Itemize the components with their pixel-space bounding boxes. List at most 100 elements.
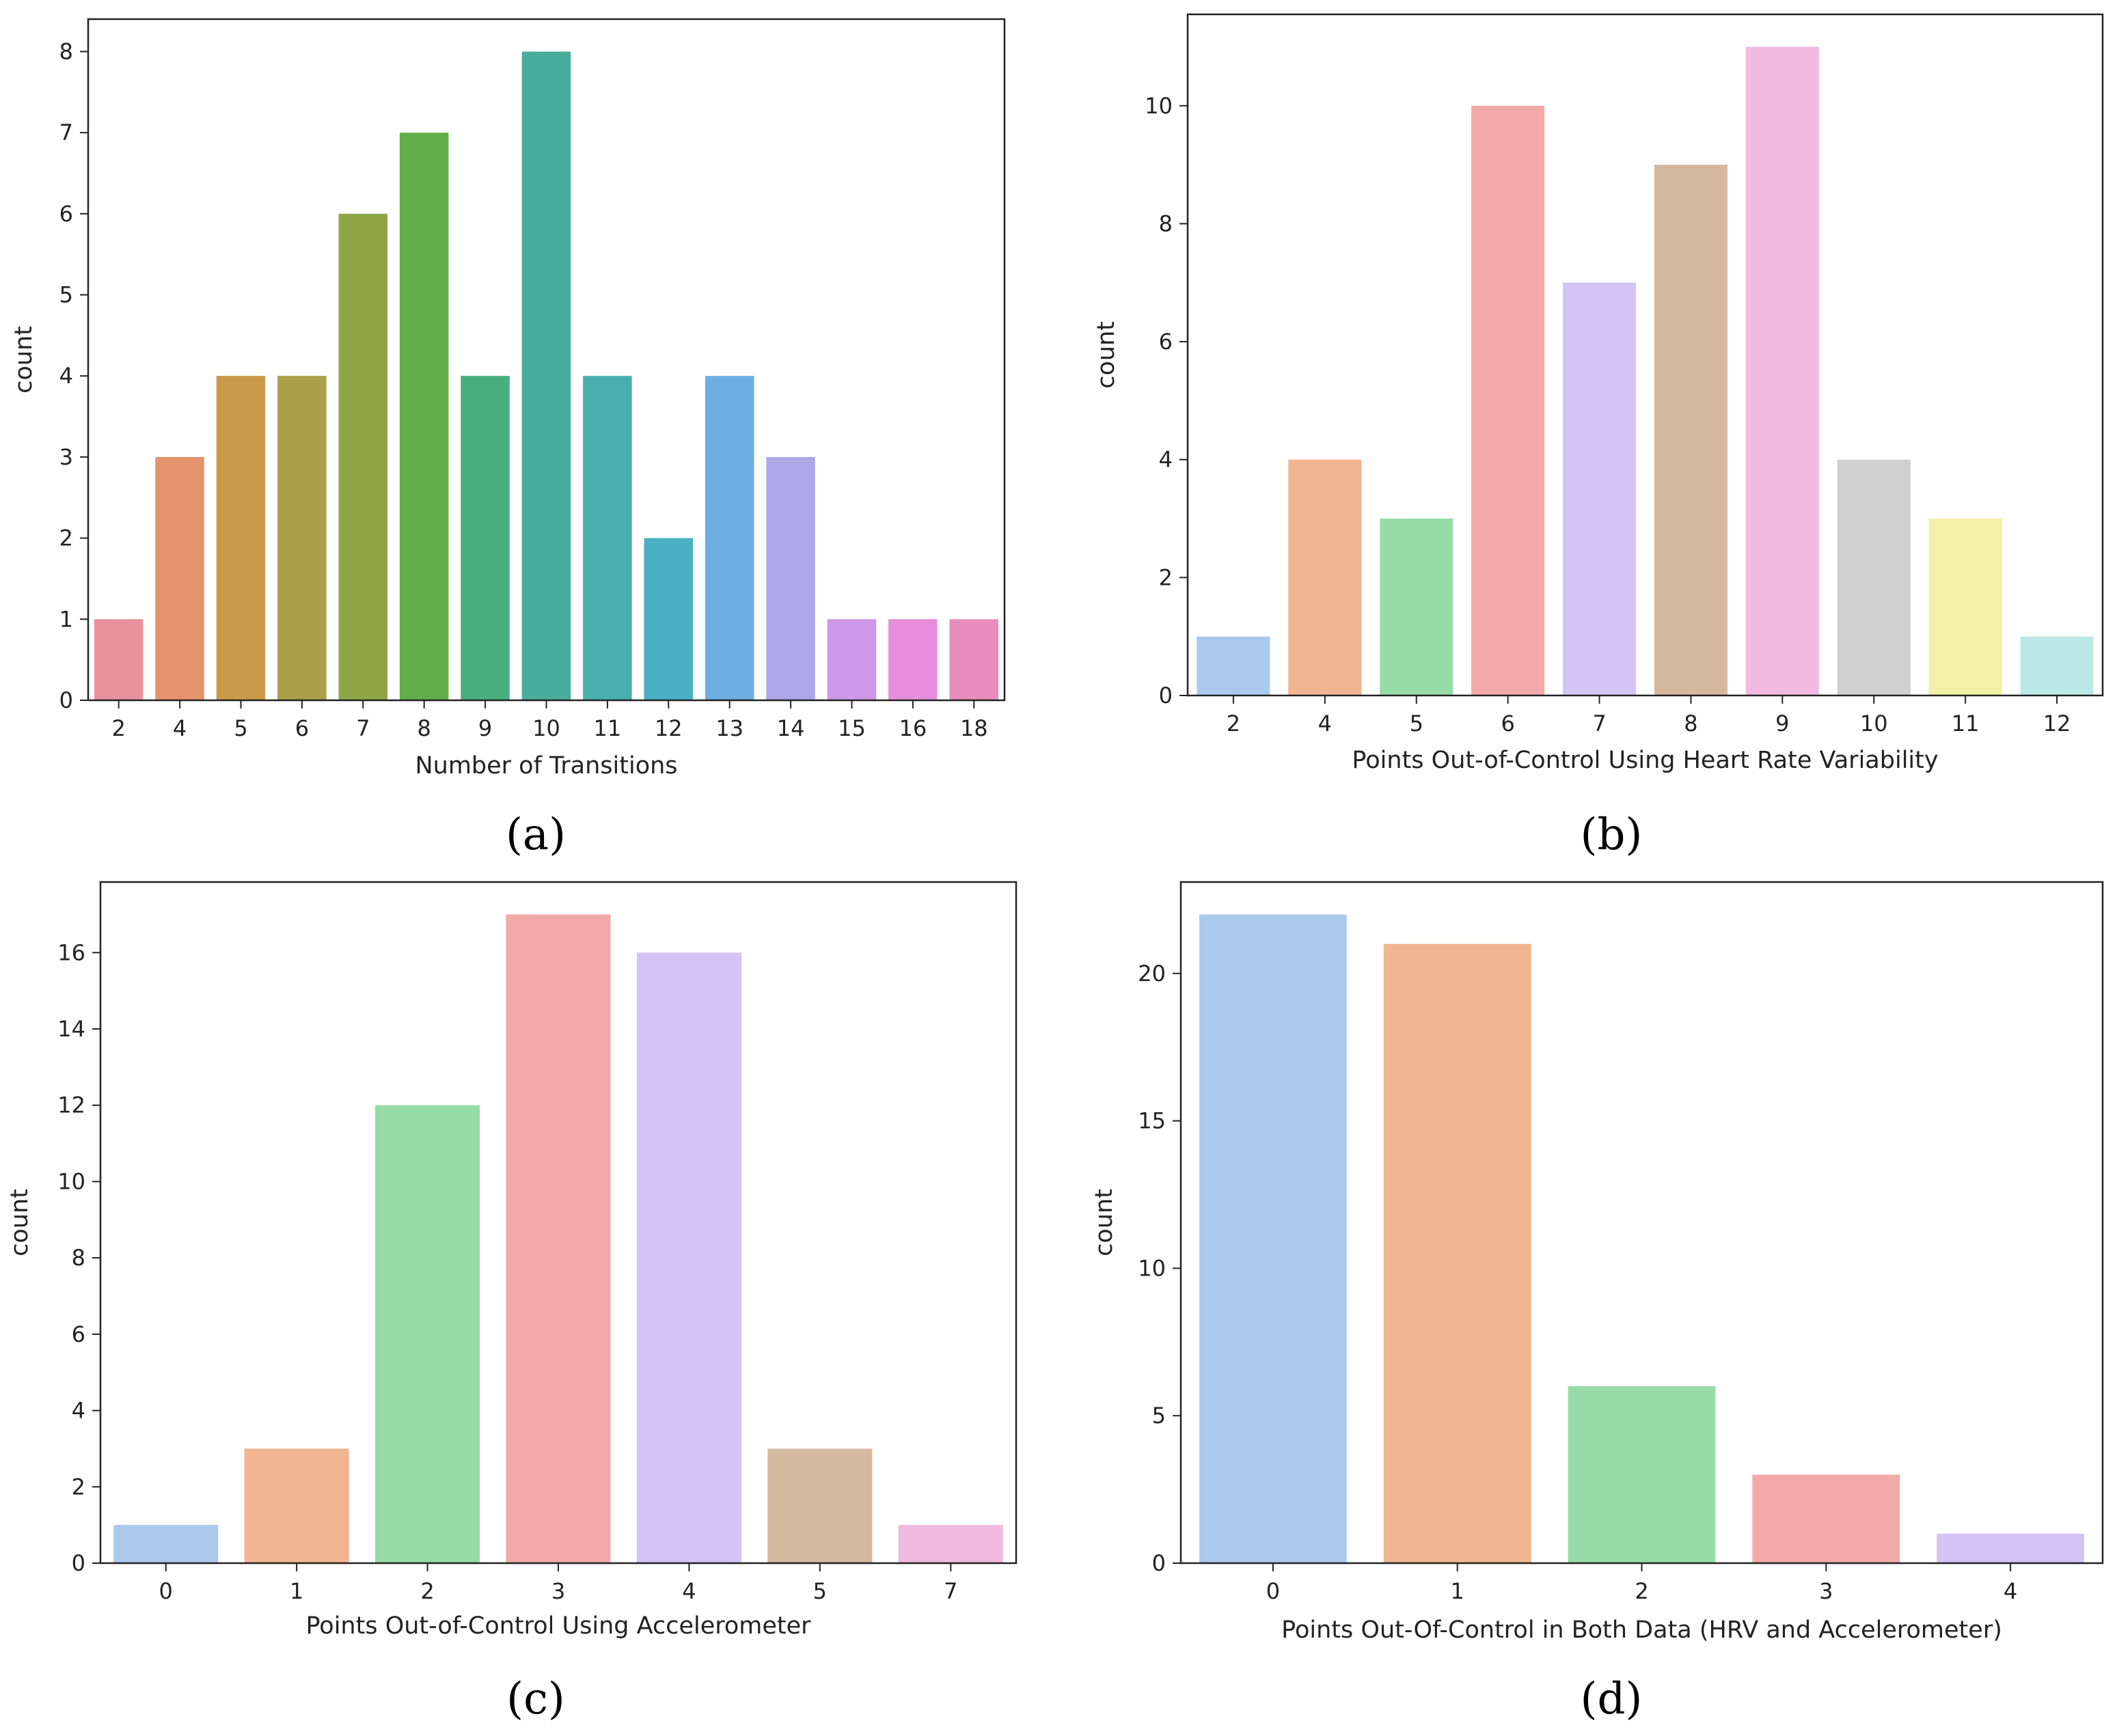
bar-a-15 (827, 619, 877, 700)
x-tick-label-a-2: 5 (234, 715, 247, 741)
bar-d-0 (1199, 914, 1347, 1563)
x-tick-label-c-4: 4 (682, 1578, 696, 1604)
bar-d-3 (1752, 1474, 1900, 1563)
bar-a-18 (949, 619, 998, 700)
x-tick-label-b-4: 7 (1592, 711, 1606, 736)
bar-a-14 (766, 456, 815, 700)
bar-a-5 (216, 376, 266, 700)
x-tick-label-a-1: 4 (173, 715, 187, 741)
x-tick-label-b-3: 6 (1501, 711, 1514, 736)
x-tick-label-b-5: 8 (1684, 711, 1697, 736)
y-tick-label-a-2: 2 (59, 525, 73, 551)
x-tick-label-a-4: 7 (356, 715, 370, 741)
x-tick-label-c-0: 0 (159, 1578, 173, 1604)
y-tick-label-c-6: 12 (57, 1092, 85, 1118)
x-tick-label-b-7: 10 (1860, 711, 1888, 736)
y-tick-label-b-5: 10 (1145, 93, 1173, 119)
y-axis-label-d: count (1091, 1189, 1118, 1256)
x-axis-label-c: Points Out-of-Control Using Acceleromete… (305, 1612, 811, 1640)
bar-a-6 (277, 376, 327, 700)
y-tick-label-d-0: 0 (1152, 1550, 1166, 1576)
y-tick-label-d-4: 20 (1138, 961, 1166, 987)
x-tick-label-a-10: 13 (715, 715, 743, 741)
bar-a-11 (583, 376, 632, 700)
x-tick-label-a-11: 14 (777, 715, 805, 741)
x-axis-label-a: Number of Transitions (415, 752, 677, 780)
y-axis-label-c: count (6, 1189, 33, 1256)
bar-c-4 (636, 952, 741, 1563)
bar-a-10 (521, 51, 571, 700)
x-tick-label-a-8: 11 (594, 715, 622, 741)
panel-caption-d: (d) (1581, 1674, 1643, 1724)
panel-caption-b: (b) (1581, 810, 1643, 860)
x-axis-label-d: Points Out-Of-Control in Both Data (HRV … (1281, 1616, 2002, 1644)
y-tick-label-b-1: 2 (1159, 564, 1173, 590)
y-tick-label-a-3: 3 (59, 444, 73, 470)
y-tick-label-b-2: 4 (1159, 447, 1173, 473)
y-tick-label-c-7: 14 (57, 1016, 85, 1042)
x-tick-label-d-3: 3 (1819, 1578, 1833, 1604)
bar-b-6 (1471, 105, 1545, 696)
bar-b-5 (1380, 519, 1453, 695)
y-tick-label-a-7: 7 (59, 120, 73, 146)
x-tick-label-d-4: 4 (2004, 1578, 2017, 1604)
bar-b-9 (1745, 46, 1819, 695)
bar-a-16 (888, 619, 938, 700)
bar-a-7 (338, 213, 387, 700)
bar-c-7 (898, 1525, 1003, 1563)
y-tick-label-a-4: 4 (59, 363, 73, 389)
bar-c-3 (506, 914, 611, 1563)
x-tick-label-c-5: 5 (813, 1578, 827, 1604)
chart-panel-b: (b) 2 4 5 6 7 8 9 10 11 12 0 2 4 6 8 10 Points Out-of-Co… (1093, 13, 2104, 860)
x-tick-label-b-2: 5 (1410, 711, 1423, 736)
y-tick-label-c-1: 2 (72, 1474, 85, 1500)
bar-b-8 (1654, 165, 1727, 696)
y-tick-label-b-4: 8 (1159, 210, 1173, 236)
x-tick-label-b-0: 2 (1227, 711, 1240, 736)
y-tick-label-a-6: 6 (59, 201, 73, 227)
bar-b-12 (2020, 636, 2094, 695)
bar-d-1 (1383, 943, 1531, 1563)
x-tick-label-c-1: 1 (290, 1578, 303, 1604)
x-tick-label-a-0: 2 (112, 715, 126, 741)
x-tick-label-d-2: 2 (1635, 1578, 1648, 1604)
y-tick-label-c-0: 0 (72, 1550, 85, 1576)
y-tick-label-c-8: 16 (57, 939, 85, 965)
bar-b-7 (1563, 282, 1637, 695)
chart-panel-a: (a) 2 4 5 6 7 8 9 10 11 12 13 14 15 16 18012345678Numb… (10, 18, 1006, 860)
bar-c-1 (244, 1448, 349, 1563)
y-tick-label-c-5: 10 (57, 1168, 85, 1194)
plot-frame-b (1186, 13, 2104, 697)
panel-caption-c: (c) (506, 1674, 565, 1724)
bar-a-9 (461, 376, 510, 700)
x-tick-label-c-6: 7 (944, 1578, 957, 1604)
y-tick-label-c-2: 4 (72, 1398, 85, 1424)
panel-caption-a: (a) (506, 810, 566, 860)
y-tick-label-b-0: 0 (1159, 683, 1173, 708)
bar-c-2 (375, 1105, 480, 1563)
x-tick-label-b-6: 9 (1775, 711, 1789, 736)
bar-c-5 (767, 1448, 873, 1563)
bar-a-2 (94, 619, 144, 700)
y-tick-label-b-3: 6 (1159, 329, 1173, 355)
y-tick-label-a-0: 0 (59, 687, 73, 713)
x-tick-label-a-6: 9 (478, 715, 492, 741)
y-tick-label-a-8: 8 (59, 38, 73, 64)
x-tick-label-a-3: 6 (295, 715, 309, 741)
x-tick-label-d-1: 1 (1451, 1578, 1464, 1604)
x-tick-label-a-12: 15 (838, 715, 866, 741)
chart-panel-d: (d) 0 1 2 3 4 0 5 10 15 20 Points Out-Of-Control i… (1091, 881, 2104, 1724)
bar-a-4 (155, 456, 204, 700)
y-tick-label-a-1: 1 (59, 606, 73, 632)
y-tick-label-d-2: 10 (1138, 1255, 1166, 1281)
bar-b-2 (1197, 636, 1270, 695)
x-tick-label-b-9: 12 (2043, 711, 2071, 736)
bar-d-4 (1937, 1533, 2084, 1563)
bar-a-13 (705, 376, 754, 700)
bar-b-11 (1928, 519, 2002, 695)
bar-a-8 (399, 133, 449, 700)
x-tick-label-d-0: 0 (1266, 1578, 1280, 1604)
x-tick-label-c-3: 3 (551, 1578, 565, 1604)
bar-d-2 (1568, 1386, 1716, 1563)
